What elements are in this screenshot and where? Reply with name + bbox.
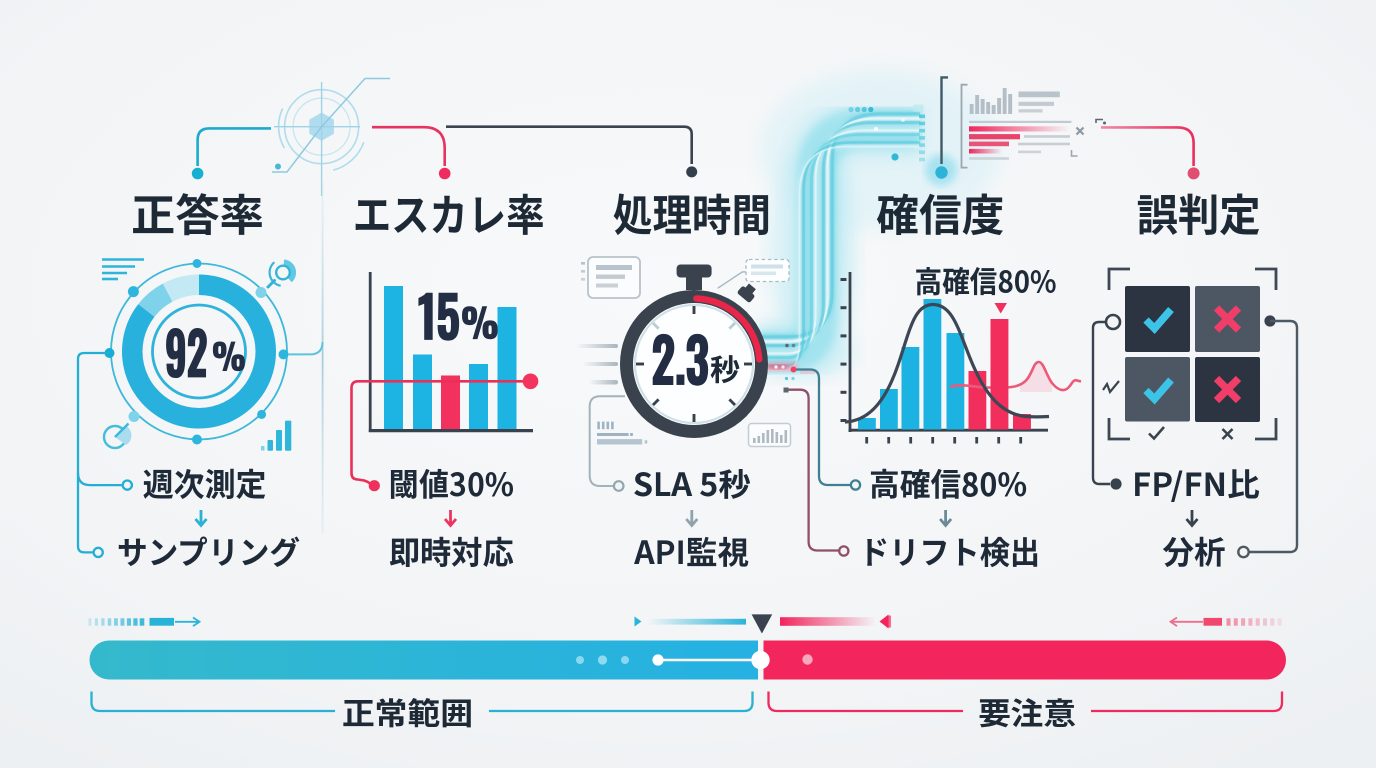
svg-text:秒: 秒 (710, 346, 740, 390)
svg-text:要注意: 要注意 (978, 689, 1076, 734)
svg-text:サンプリング: サンプリング (117, 528, 300, 574)
svg-text:正答率: 正答率 (131, 180, 264, 244)
svg-text:高確信80%: 高確信80% (915, 257, 1057, 301)
svg-text:%: % (461, 293, 499, 351)
svg-text:SLA 5秒: SLA 5秒 (633, 460, 751, 506)
svg-text:処理時間: 処理時間 (613, 180, 771, 244)
svg-text:エスカレ率: エスカレ率 (353, 180, 545, 244)
svg-text:ドリフト検出: ドリフト検出 (859, 528, 1040, 574)
svg-text:正常範囲: 正常範囲 (342, 689, 473, 734)
svg-text:FP/FN比: FP/FN比 (1132, 460, 1260, 506)
svg-text:週次測定: 週次測定 (143, 460, 267, 506)
svg-text:%: % (212, 330, 246, 382)
svg-text:92: 92 (165, 308, 208, 394)
svg-text:分析: 分析 (1163, 528, 1226, 574)
svg-text:2.3: 2.3 (652, 313, 710, 402)
svg-text:高確信80%: 高確信80% (869, 460, 1027, 506)
svg-text:15: 15 (418, 273, 460, 356)
svg-text:API監視: API監視 (634, 528, 749, 574)
svg-text:閾値30%: 閾値30% (389, 460, 514, 506)
svg-text:確信度: 確信度 (876, 180, 1004, 244)
svg-text:誤判定: 誤判定 (1137, 180, 1261, 244)
svg-text:即時対応: 即時対応 (389, 528, 514, 574)
